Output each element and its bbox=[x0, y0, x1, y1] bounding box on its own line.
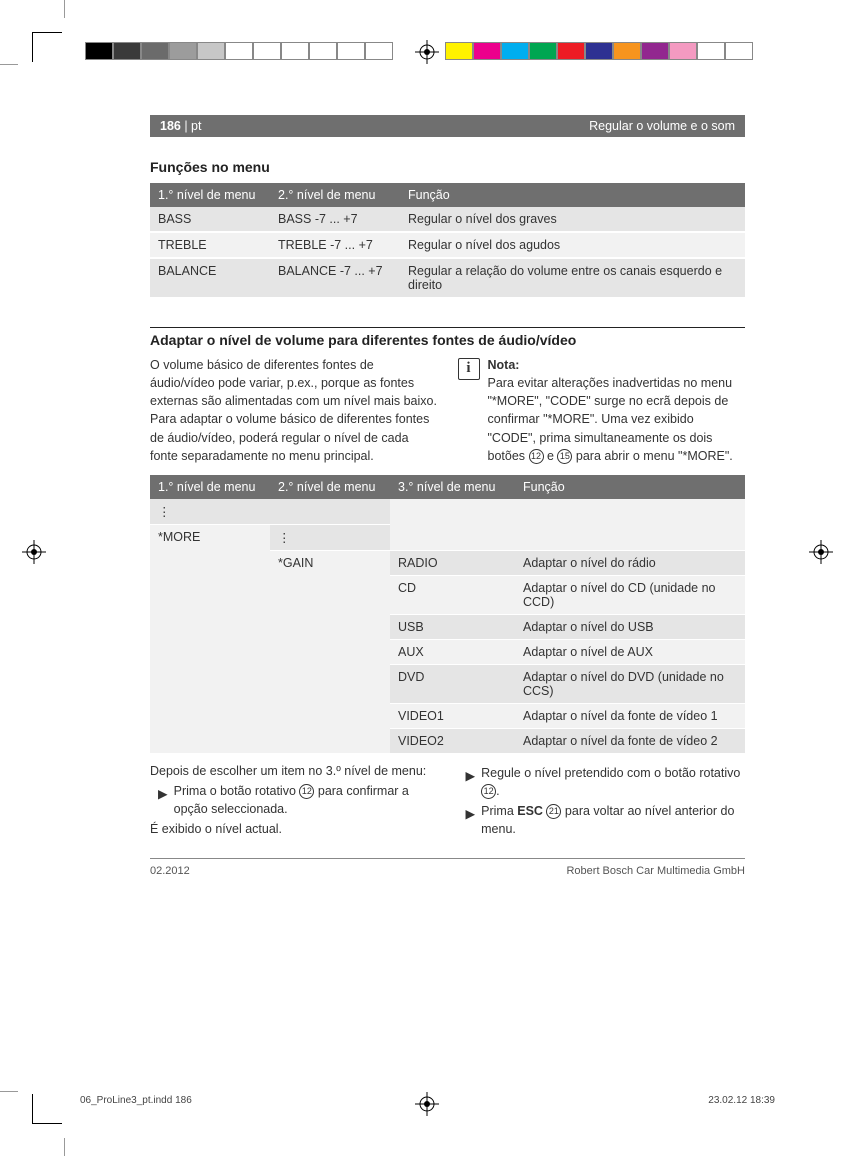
table-cell: Adaptar o nível do DVD (unidade no CCS) bbox=[515, 664, 745, 703]
table-gain-menu: 1.° nível de menu 2.° nível de menu 3.° … bbox=[150, 475, 745, 754]
table-cell: Regular o nível dos graves bbox=[400, 207, 745, 232]
heading-funcoes: Funções no menu bbox=[150, 159, 745, 175]
table-cell: ⋮ bbox=[150, 499, 270, 525]
table-cell: AUX bbox=[390, 639, 515, 664]
table-cell bbox=[390, 499, 515, 551]
color-bar-grayscale bbox=[85, 42, 393, 60]
table-cell: *GAIN bbox=[270, 550, 390, 753]
crop-mark-tl bbox=[32, 32, 62, 62]
table-cell: TREBLE -7 ... +7 bbox=[270, 232, 400, 258]
table-cell: Adaptar o nível de AUX bbox=[515, 639, 745, 664]
color-bar-process bbox=[445, 42, 753, 60]
table-cell: Adaptar o nível da fonte de vídeo 1 bbox=[515, 703, 745, 728]
info-icon: i bbox=[458, 358, 480, 380]
slug-file: 06_ProLine3_pt.indd 186 bbox=[80, 1095, 192, 1106]
table-cell: BALANCE bbox=[150, 258, 270, 298]
table-cell: BALANCE -7 ... +7 bbox=[270, 258, 400, 298]
page-content: 186 | pt Regular o volume e o som Funçõe… bbox=[150, 115, 745, 877]
imposition-slug: 06_ProLine3_pt.indd 186 23.02.12 18:39 bbox=[80, 1095, 775, 1106]
col-header: Função bbox=[400, 183, 745, 207]
reg-tick bbox=[64, 1138, 65, 1156]
col-header: 2.° nível de menu bbox=[270, 183, 400, 207]
table-cell: ⋮ bbox=[270, 524, 390, 550]
table-cell: CD bbox=[390, 575, 515, 614]
table-cell: *MORE bbox=[150, 524, 270, 753]
table-cell: Adaptar o nível do USB bbox=[515, 614, 745, 639]
table-cell: TREBLE bbox=[150, 232, 270, 258]
slug-timestamp: 23.02.12 18:39 bbox=[708, 1095, 775, 1106]
table-cell bbox=[270, 499, 390, 525]
bullet-arrow-icon: ▶ bbox=[466, 805, 476, 838]
col-header: 3.° nível de menu bbox=[390, 475, 515, 499]
button-ref-icon: 15 bbox=[557, 449, 572, 464]
col-header: 2.° nível de menu bbox=[270, 475, 390, 499]
button-ref-icon: 12 bbox=[481, 784, 496, 799]
section-title: Regular o volume e o som bbox=[589, 119, 735, 133]
table-cell bbox=[515, 499, 745, 551]
running-header: 186 | pt Regular o volume e o som bbox=[150, 115, 745, 137]
table-cell: DVD bbox=[390, 664, 515, 703]
table-cell: BASS -7 ... +7 bbox=[270, 207, 400, 232]
reg-tick bbox=[0, 1091, 18, 1092]
table-cell: RADIO bbox=[390, 550, 515, 575]
button-ref-icon: 12 bbox=[299, 784, 314, 799]
table-cell: Adaptar o nível do CD (unidade no CCD) bbox=[515, 575, 745, 614]
table-cell: Adaptar o nível da fonte de vídeo 2 bbox=[515, 728, 745, 753]
registration-mark-icon bbox=[415, 40, 439, 64]
registration-mark-icon bbox=[22, 540, 46, 564]
col-header: Função bbox=[515, 475, 745, 499]
registration-mark-icon bbox=[809, 540, 833, 564]
col-header: 1.° nível de menu bbox=[150, 183, 270, 207]
table-cell: USB bbox=[390, 614, 515, 639]
crop-mark-bl bbox=[32, 1094, 62, 1124]
table-cell: Regular o nível dos agudos bbox=[400, 232, 745, 258]
bullet-arrow-icon: ▶ bbox=[158, 785, 168, 818]
col-header: 1.° nível de menu bbox=[150, 475, 270, 499]
page-footer: 02.2012 Robert Bosch Car Multimedia GmbH bbox=[150, 858, 745, 877]
table-cell: VIDEO1 bbox=[390, 703, 515, 728]
footer-date: 02.2012 bbox=[150, 865, 190, 877]
note-text: Nota: Para evitar alterações inadvertida… bbox=[488, 356, 746, 465]
instructions-left: Depois de escolher um item no 3.º nível … bbox=[150, 762, 438, 841]
heading-adaptar: Adaptar o nível de volume para diferente… bbox=[150, 327, 745, 348]
reg-tick bbox=[0, 64, 18, 65]
page-number-label: 186 | pt bbox=[160, 119, 201, 133]
bullet-arrow-icon: ▶ bbox=[466, 767, 476, 800]
footer-company: Robert Bosch Car Multimedia GmbH bbox=[566, 865, 745, 877]
table-cell: VIDEO2 bbox=[390, 728, 515, 753]
button-ref-icon: 21 bbox=[546, 804, 561, 819]
table-cell: Adaptar o nível do rádio bbox=[515, 550, 745, 575]
table-cell: BASS bbox=[150, 207, 270, 232]
table-cell: Regular a relação do volume entre os can… bbox=[400, 258, 745, 298]
table-funcoes-menu: 1.° nível de menu 2.° nível de menu Funç… bbox=[150, 183, 745, 299]
intro-paragraph: O volume básico de diferentes fontes de … bbox=[150, 356, 438, 465]
button-ref-icon: 12 bbox=[529, 449, 544, 464]
instructions-right: ▶ Regule o nível pretendido com o botão … bbox=[458, 762, 746, 841]
note-block: i Nota: Para evitar alterações inadverti… bbox=[458, 356, 746, 465]
reg-tick bbox=[64, 0, 65, 18]
